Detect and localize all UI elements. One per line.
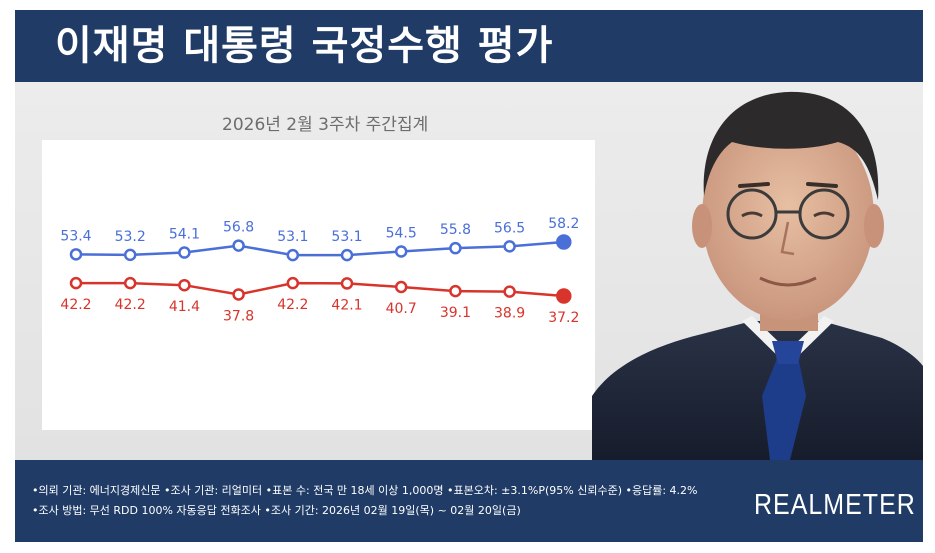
x-tick-label: 1월 5주 xyxy=(382,411,420,424)
data-label-0-5: 53.1 xyxy=(331,229,362,245)
page-title: 이재명 대통령 국정수행 평가 xyxy=(55,23,554,69)
data-point-1-2 xyxy=(178,278,191,292)
data-point-1-8 xyxy=(503,285,516,298)
data-point-0-6 xyxy=(394,245,408,258)
data-label-0-3: 56.8 xyxy=(223,220,254,236)
data-label-1-2: 41.4 xyxy=(169,299,200,315)
data-point-1-4 xyxy=(286,276,300,290)
series-line-0 xyxy=(75,240,564,257)
data-label-1-6: 40.7 xyxy=(386,301,417,317)
x-tick-label: 1월 4주 xyxy=(328,411,366,424)
data-point-1-0 xyxy=(69,276,83,290)
data-point-1-3 xyxy=(232,288,245,301)
x-tick-label: 12월 3주 xyxy=(54,411,99,424)
data-point-0-7 xyxy=(449,241,462,255)
survey-info-line-2: •조사 방법: 무선 RDD 100% 자동응답 전화조사 •조사 기간: 20… xyxy=(32,504,521,517)
data-point-0-3 xyxy=(232,239,245,252)
x-tick-label: 1월 2주 xyxy=(220,411,258,424)
data-point-0-5 xyxy=(340,248,354,262)
portrait-illustration xyxy=(592,91,923,460)
data-label-1-7: 39.1 xyxy=(440,305,471,321)
data-point-1-6 xyxy=(394,280,408,294)
data-label-1-1: 42.2 xyxy=(115,297,146,313)
data-label-0-6: 54.5 xyxy=(386,226,417,242)
data-label-0-0: 53.4 xyxy=(60,228,91,244)
portrait-photo xyxy=(592,66,923,460)
data-label-1-5: 42.1 xyxy=(331,297,362,313)
data-point-1-9 xyxy=(556,288,572,304)
data-point-1-5 xyxy=(340,277,354,290)
data-point-1-1 xyxy=(123,276,137,290)
chart-subtitle: 2026년 2월 3주차 주간집계 xyxy=(222,115,429,135)
survey-info-line-1: •의뢰 기관: 에너지경제신문 •조사 기관: 리얼미터 •표본 수: 전국 만… xyxy=(32,484,698,497)
data-label-1-8: 38.9 xyxy=(494,306,525,322)
data-label-1-4: 42.2 xyxy=(277,297,308,313)
data-point-0-4 xyxy=(286,248,300,262)
data-point-0-0 xyxy=(69,248,83,261)
data-label-1-3: 37.8 xyxy=(223,308,254,324)
data-point-0-2 xyxy=(178,246,191,259)
x-tick-label: 1월 3주 xyxy=(274,411,312,424)
x-tick-label: 2월 3주 xyxy=(545,411,583,424)
data-label-0-1: 53.2 xyxy=(115,229,146,245)
x-tick-label: 2월 1주 xyxy=(437,411,475,424)
brand-logo: REALMETER xyxy=(754,488,916,522)
data-label-0-2: 54.1 xyxy=(169,227,200,243)
title-bar: 이재명 대통령 국정수행 평가 xyxy=(15,10,923,82)
x-tick-label: 2월 2주 xyxy=(491,411,529,424)
data-point-0-1 xyxy=(123,248,137,262)
x-tick-label: 12월 4주 xyxy=(108,411,153,424)
data-label-1-9: 37.2 xyxy=(548,310,579,326)
data-label-0-7: 55.8 xyxy=(440,222,471,238)
footer xyxy=(15,460,923,542)
data-label-1-0: 42.2 xyxy=(60,297,91,313)
x-tick-label: 1월 1주 xyxy=(166,411,204,424)
data-label-0-8: 56.5 xyxy=(494,220,525,236)
data-point-1-7 xyxy=(449,284,462,298)
data-point-0-9 xyxy=(556,234,572,250)
data-label-0-4: 53.1 xyxy=(277,229,308,245)
series-line-1 xyxy=(76,281,564,298)
data-label-0-9: 58.2 xyxy=(548,216,579,232)
data-point-0-8 xyxy=(503,240,516,253)
